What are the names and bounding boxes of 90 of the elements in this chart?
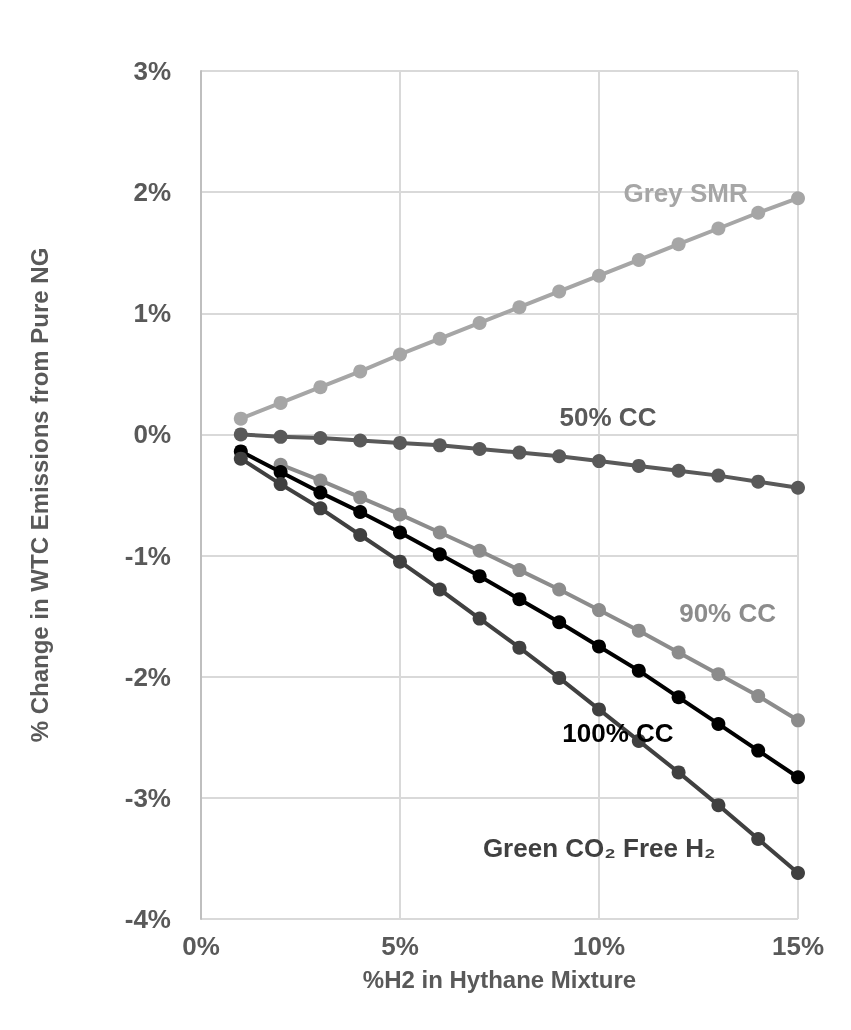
point: [592, 268, 606, 283]
point: [472, 543, 487, 558]
point: [512, 445, 527, 460]
point: [472, 611, 487, 626]
point: [273, 429, 288, 444]
point: [791, 191, 805, 206]
point: [711, 667, 726, 682]
y-tick-label: -2%: [124, 661, 171, 692]
x-tick-label: 5%: [381, 931, 419, 961]
point: [233, 451, 248, 466]
point: [631, 623, 646, 638]
point: [353, 364, 368, 379]
y-axis-title: % Change in WTC Emissions from Pure NG: [25, 247, 53, 743]
point: [472, 441, 487, 456]
series-label: 50% CC: [559, 402, 657, 433]
point: [432, 525, 447, 540]
y-tick-label: 2%: [133, 177, 171, 208]
point: [432, 547, 447, 562]
series-label: 100% CC: [562, 718, 674, 749]
point: [552, 582, 567, 597]
x-axis-title: %H2 in Hythane Mixture: [362, 965, 637, 993]
point: [671, 463, 686, 478]
point: [233, 427, 248, 442]
point: [791, 770, 805, 785]
point: [393, 525, 407, 540]
point: [512, 300, 527, 315]
point: [432, 582, 447, 597]
point: [552, 284, 567, 299]
series-label: Green CO₂ Free H₂: [482, 833, 716, 864]
point: [512, 592, 527, 607]
point: [711, 716, 726, 731]
point: [552, 670, 567, 685]
point: [313, 380, 328, 395]
point: [751, 474, 766, 489]
point: [432, 331, 447, 346]
x-tick-label: 0%: [182, 931, 220, 961]
y-tick-label: -1%: [124, 540, 171, 571]
point: [353, 433, 368, 448]
y-tick-label: 1%: [133, 298, 171, 329]
point: [313, 431, 328, 446]
point: [751, 205, 766, 220]
point: [353, 504, 368, 519]
point: [631, 252, 646, 267]
point: [273, 464, 288, 479]
point: [353, 527, 368, 542]
point: [671, 237, 686, 252]
point: [552, 615, 567, 630]
point: [751, 689, 766, 704]
point: [671, 645, 686, 660]
point: [313, 473, 328, 488]
point: [432, 438, 447, 453]
point: [791, 713, 805, 728]
x-tick-label: 15%: [771, 931, 825, 961]
point: [393, 347, 407, 362]
x-tick-label: 10%: [572, 931, 626, 961]
point: [313, 485, 328, 500]
point: [512, 563, 527, 578]
y-tick-label: -3%: [124, 782, 171, 813]
point: [393, 554, 407, 569]
point: [472, 315, 487, 330]
point: [592, 702, 606, 717]
point: [592, 603, 606, 618]
y-tick-label: -4%: [124, 904, 171, 934]
y-tick-label: 3%: [133, 56, 171, 86]
point: [791, 480, 805, 495]
point: [751, 743, 766, 758]
point: [353, 490, 368, 505]
y-tick-label: 0%: [133, 419, 171, 450]
series-label: 90% CC: [679, 598, 777, 629]
point: [592, 454, 606, 469]
point: [711, 221, 726, 236]
point: [671, 765, 686, 780]
series-label: Grey SMR: [623, 178, 748, 209]
point: [273, 395, 288, 410]
point: [393, 435, 407, 450]
point: [751, 832, 766, 847]
point: [552, 449, 567, 464]
point: [631, 458, 646, 473]
point: [711, 468, 726, 483]
point: [273, 477, 288, 492]
point: [671, 690, 686, 705]
point: [711, 798, 726, 813]
point: [791, 865, 805, 880]
point: [631, 663, 646, 678]
point: [233, 411, 248, 426]
point: [472, 569, 487, 584]
point: [512, 640, 527, 655]
point: [592, 639, 606, 654]
point: [393, 507, 407, 522]
point: [313, 501, 328, 516]
